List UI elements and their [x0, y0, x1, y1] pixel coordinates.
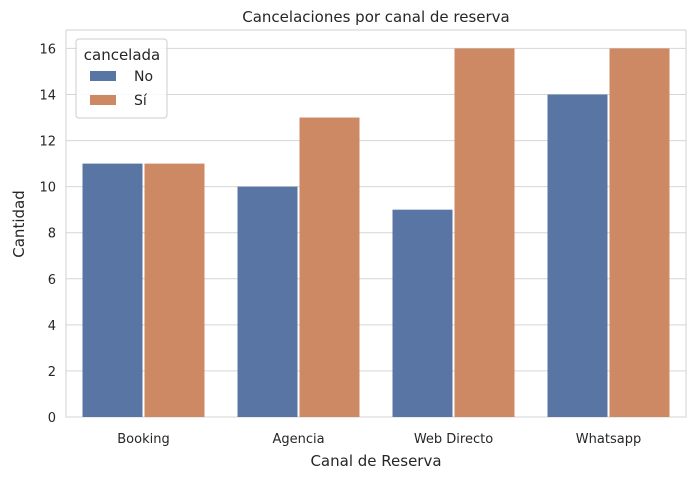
x-tick-label: Whatsapp [576, 432, 641, 447]
bar-booking-no [82, 163, 143, 417]
legend: cancelada No Sí [75, 38, 168, 119]
y-tick-label: 0 [48, 411, 56, 426]
y-tick-label: 16 [39, 42, 56, 57]
x-tick-labels: Booking Agencia Web Directo Whatsapp [117, 432, 641, 447]
bar-agencia-si [299, 117, 360, 418]
y-tick-labels: 0 2 4 6 8 10 12 14 16 [39, 42, 56, 426]
legend-title: cancelada [84, 46, 161, 64]
y-tick-label: 12 [39, 135, 56, 150]
y-tick-label: 2 [48, 365, 56, 380]
legend-swatch-si [90, 95, 116, 105]
y-tick-label: 14 [39, 89, 56, 104]
x-tick-label: Agencia [272, 432, 324, 447]
bar-web-directo-si [454, 48, 515, 418]
legend-label-si: Sí [134, 93, 148, 109]
y-axis-title: Cantidad [10, 190, 28, 257]
legend-label-no: No [134, 69, 153, 85]
bar-whatsapp-si [609, 48, 670, 418]
bar-whatsapp-no [547, 94, 608, 417]
bar-web-directo-no [392, 209, 453, 417]
y-tick-label: 6 [48, 273, 56, 288]
x-tick-label: Web Directo [414, 432, 493, 447]
x-tick-label: Booking [117, 432, 169, 447]
bars [82, 48, 670, 418]
legend-swatch-no [90, 71, 116, 81]
y-tick-label: 4 [48, 319, 56, 334]
x-axis-title: Canal de Reserva [310, 452, 441, 470]
bar-agencia-no [237, 186, 298, 417]
bar-booking-si [144, 163, 205, 417]
chart-title: Cancelaciones por canal de reserva [242, 8, 510, 26]
y-tick-label: 8 [48, 227, 56, 242]
y-tick-label: 10 [39, 181, 56, 196]
